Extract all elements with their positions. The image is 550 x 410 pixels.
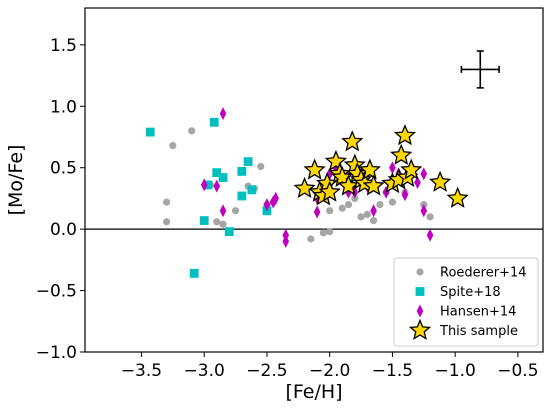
square-point [237,167,247,176]
diamond-point [370,204,377,218]
diamond-point [272,191,280,205]
circle-point [426,213,434,221]
square-point [212,168,222,178]
legend-label: Roederer+14 [440,266,527,281]
diamond-point [219,107,227,121]
square-point [243,157,253,166]
legend-label: Spite+18 [440,285,501,300]
star-point [337,174,360,196]
data-points-layer [145,107,469,278]
square-point [247,185,257,195]
y-tick-label: 0.0 [50,220,77,240]
plot-frame [84,7,544,353]
diamond-point [213,179,221,193]
legend-box [393,257,539,347]
x-tick-label: −2.0 [309,361,350,381]
circle-point [326,228,334,236]
x-tick-label: −0.5 [497,361,538,381]
diamond-point [414,175,421,189]
y-tick-label: 1.5 [50,36,77,56]
star-point [428,170,452,192]
star-point [393,124,417,146]
y-tick-label: −1.0 [36,343,77,363]
circle-point [338,204,346,212]
x-axis-ticks: −3.5 −3.0 −2.5 −2.0 −1.5 −1.0 −0.5 [121,352,539,381]
error-bar-layer [460,50,500,89]
star-point [318,180,341,202]
circle-point [169,142,177,150]
square-point [145,127,155,137]
legend-square-marker [415,287,425,296]
diamond-point [389,161,396,175]
legend-item: Spite+18 [415,285,501,300]
y-axis-label: [Mo/Fe] [5,145,27,216]
circle-point [319,229,328,237]
circle-point [162,198,171,206]
star-point [362,174,385,196]
circle-point [188,127,196,135]
circle-point [213,218,221,226]
y-tick-label: 0.5 [50,159,77,179]
legend-item: Hansen+14 [416,304,516,320]
square-point [199,216,209,225]
legend-diamond-marker [416,304,424,318]
diamond-point [219,204,227,218]
star-point [303,158,326,180]
circle-point [363,210,371,218]
circle-point [219,220,227,228]
diamond-point [420,167,428,181]
square-point [189,268,199,278]
circle-point [231,207,240,215]
star-point [293,176,316,199]
square-point [203,180,213,190]
square-point [237,191,247,201]
diamond-point [282,228,290,242]
diamond-point [420,204,428,218]
y-axis-ticks: −1.0 −0.5 0.0 0.5 1.0 1.5 [36,36,85,363]
star-point [341,130,364,152]
x-tick-label: −3.5 [121,361,162,381]
x-tick-label: −2.5 [246,361,287,381]
legend-item: This sample [408,318,518,340]
y-tick-label: 1.0 [50,97,77,117]
legend-label: Hansen+14 [440,305,516,320]
star-point [446,186,469,208]
square-point [209,117,219,127]
circle-point [344,200,353,209]
x-tick-label: −1.5 [372,361,413,381]
star-point [390,143,413,165]
x-tick-label: −1.0 [435,361,476,381]
legend-item: Roederer+14 [416,266,527,281]
legend-label: This sample [439,324,518,339]
circle-point [376,200,384,209]
diamond-point [313,205,321,219]
legend: Roederer+14 Spite+18 Hansen+14 This sample [393,257,539,347]
diamond-point [200,178,208,192]
legend-circle-marker [416,268,424,276]
series-star [293,124,469,208]
circle-point [257,162,265,171]
star-point [400,158,423,180]
y-tick-label: −0.5 [36,282,77,302]
circle-point [162,218,171,226]
diamond-point [263,198,271,212]
circle-point [307,235,315,243]
legend-star-marker [408,318,432,340]
circle-point [357,213,365,221]
circle-point [326,207,334,215]
x-tick-label: −3.0 [184,361,225,381]
circle-point [388,198,397,206]
diamond-point [426,228,434,242]
square-point [218,173,228,182]
diamond-point [401,188,409,202]
x-axis-label: [Fe/H] [285,381,342,403]
circle-point [370,216,378,225]
star-point [358,158,381,180]
square-point [224,227,234,236]
